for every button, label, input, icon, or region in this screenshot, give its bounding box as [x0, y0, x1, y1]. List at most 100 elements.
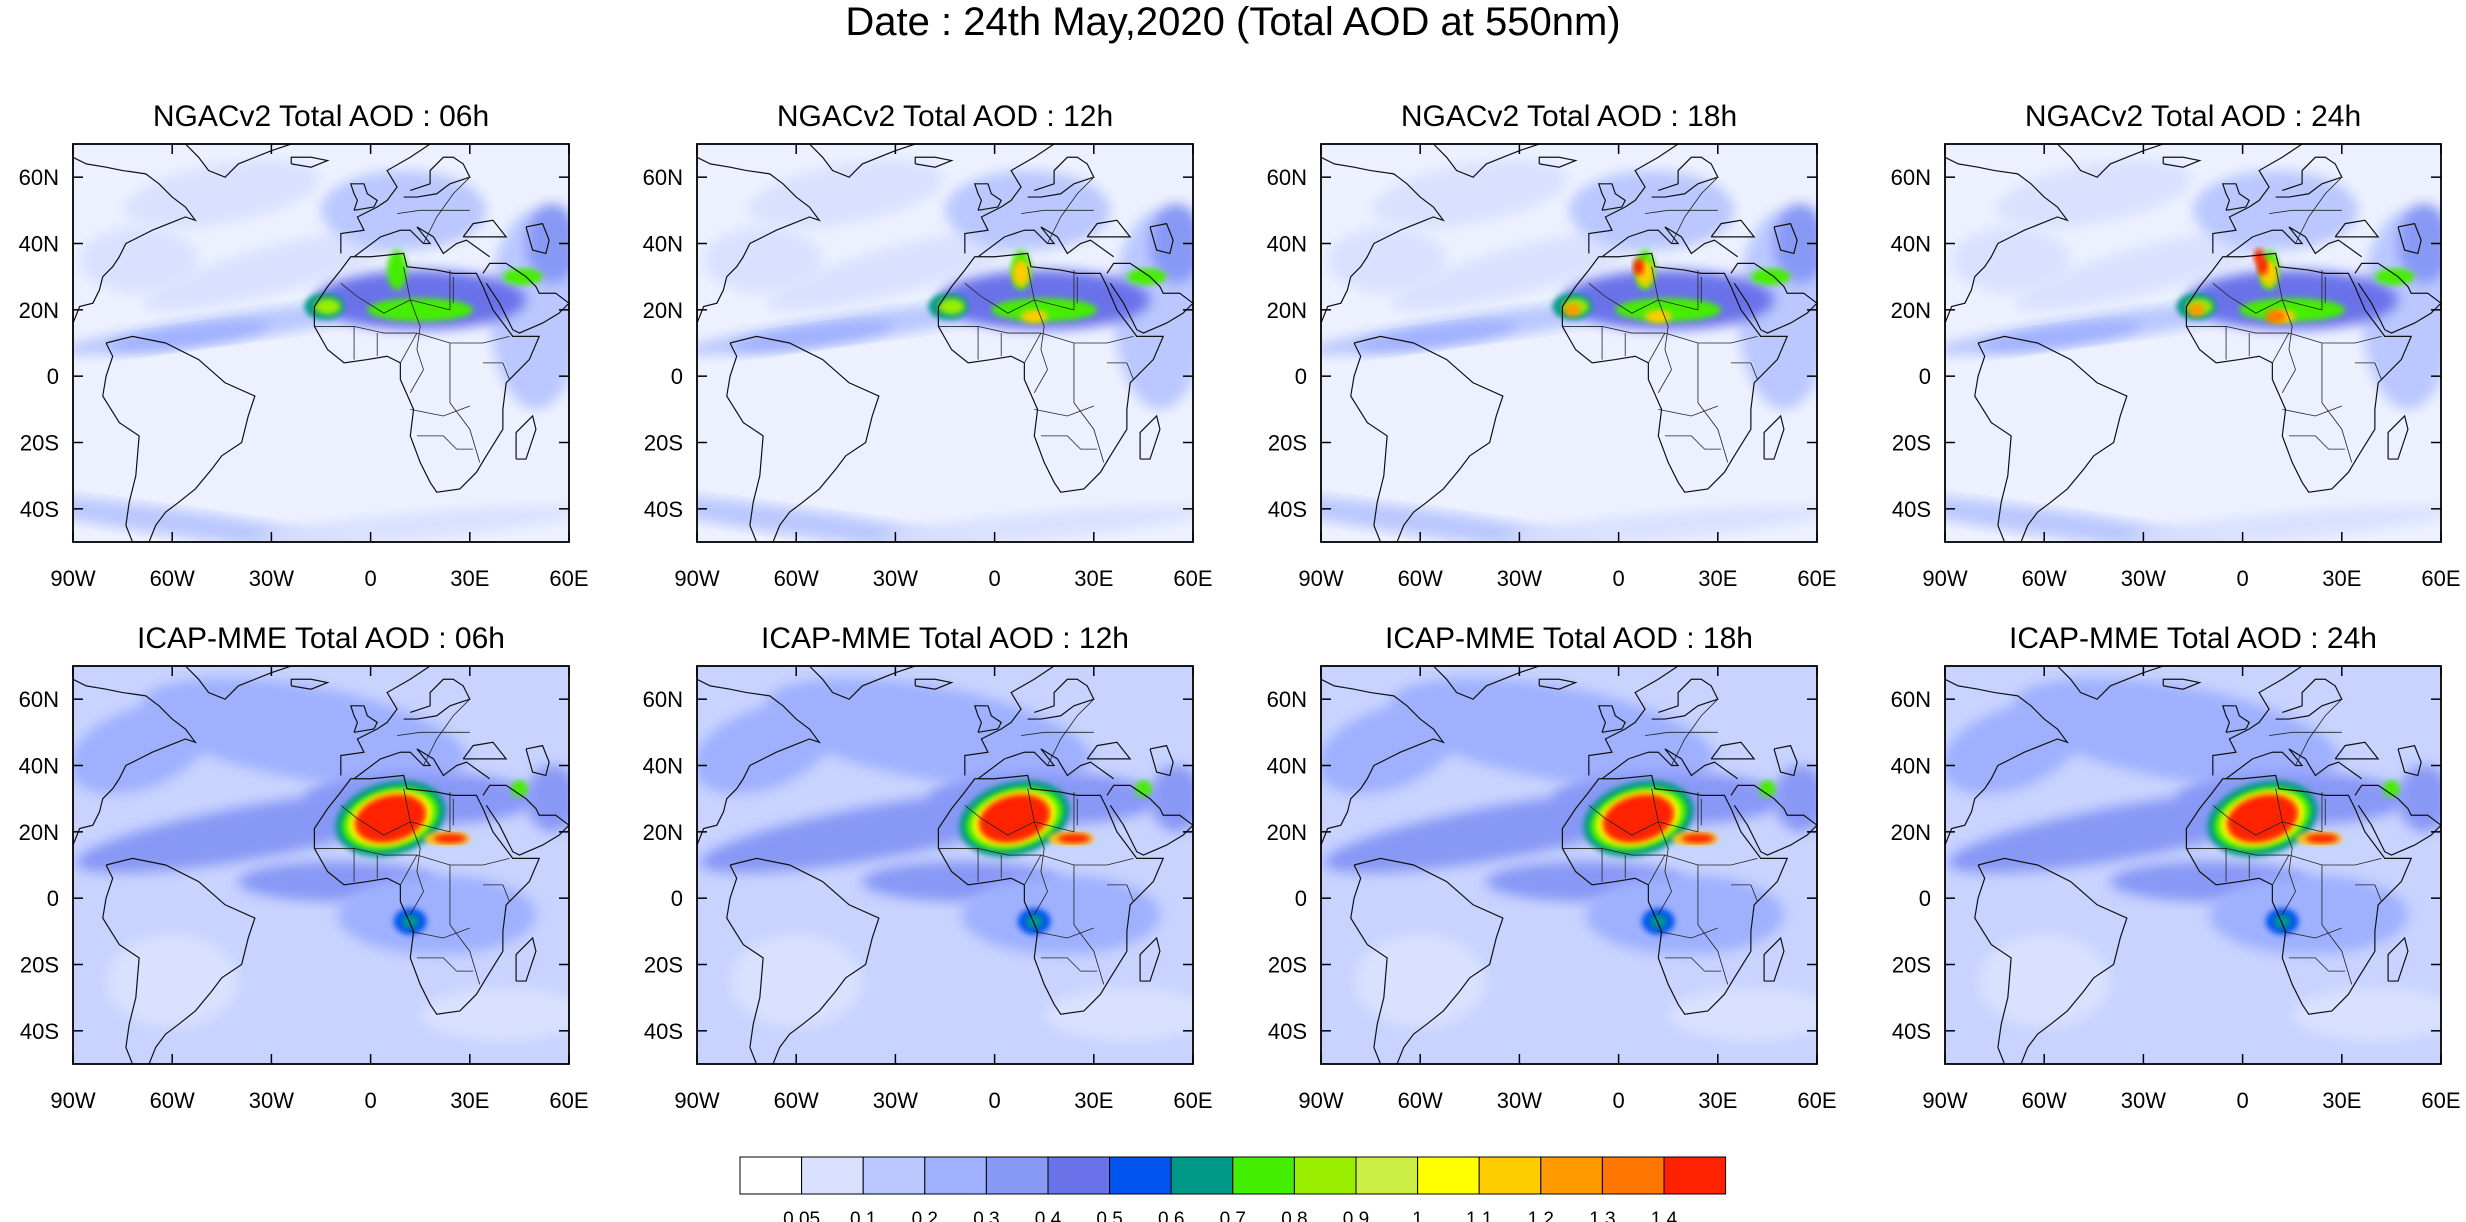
lon-tick-label: 0 — [988, 1088, 1000, 1113]
lat-tick-label: 60N — [1891, 165, 1931, 190]
panel-frame — [1320, 665, 1818, 1065]
lon-tick-label: 90W — [1922, 1088, 1967, 1113]
panel-frame — [1320, 143, 1818, 543]
lon-tick-label: 60E — [1797, 566, 1836, 591]
lon-tick-label: 30E — [450, 1088, 489, 1113]
lat-tick-label: 20S — [20, 953, 59, 978]
colorbar-label: 1.2 — [1528, 1209, 1554, 1222]
colorbar-swatch — [1663, 1156, 1727, 1195]
lon-tick-label: 0 — [988, 566, 1000, 591]
lat-tick-label: 20N — [1267, 298, 1307, 323]
lon-tick-label: 30E — [1074, 566, 1113, 591]
colorbar-swatch — [1047, 1156, 1111, 1195]
colorbar-label: 1.3 — [1589, 1209, 1615, 1222]
lon-tick-label: 0 — [364, 566, 376, 591]
colorbar-label: 1.1 — [1466, 1209, 1492, 1222]
lon-tick-label: 30E — [1698, 566, 1737, 591]
lat-tick-label: 60N — [1267, 165, 1307, 190]
colorbar-swatch — [924, 1156, 987, 1195]
lat-tick-label: 0 — [1919, 364, 1931, 389]
lon-tick-label: 0 — [1612, 1088, 1624, 1113]
panel-title: NGACv2 Total AOD : 12h — [777, 100, 1113, 133]
lat-tick-label: 60N — [643, 687, 683, 712]
panel-frame — [696, 143, 1194, 543]
lon-tick-label: 60W — [774, 566, 819, 591]
lon-tick-label: 0 — [364, 1088, 376, 1113]
lon-tick-label: 60E — [549, 1088, 588, 1113]
lat-tick-label: 40S — [20, 497, 59, 522]
lat-tick-label: 60N — [1267, 687, 1307, 712]
lat-tick-label: 40S — [1268, 497, 1307, 522]
colorbar-swatch — [862, 1156, 926, 1195]
lat-tick-label: 40S — [1892, 1019, 1931, 1044]
lon-tick-label: 30W — [249, 566, 294, 591]
lat-tick-label: 40N — [643, 754, 683, 779]
colorbar-label: 0.2 — [912, 1209, 938, 1222]
panel-title: ICAP-MME Total AOD : 12h — [761, 622, 1129, 655]
lat-tick-label: 0 — [47, 886, 59, 911]
colorbar-label: 0.7 — [1220, 1209, 1246, 1222]
panel-title: ICAP-MME Total AOD : 18h — [1385, 622, 1753, 655]
colorbar-swatch — [1355, 1156, 1419, 1195]
lat-tick-label: 20S — [1892, 431, 1931, 456]
lon-tick-label: 60W — [150, 1088, 195, 1113]
colorbar-swatch — [1232, 1156, 1295, 1195]
map-panel-6: ICAP-MME Total AOD : 12h 90W 60W 30W 0 30E 60E… — [643, 622, 1213, 1113]
lon-tick-label: 60W — [2022, 1088, 2067, 1113]
lat-tick-label: 40S — [1268, 1019, 1307, 1044]
lat-tick-label: 20N — [19, 298, 59, 323]
lat-tick-label: 40S — [644, 1019, 683, 1044]
lon-tick-label: 60E — [1173, 1088, 1212, 1113]
aod-field — [73, 144, 569, 542]
map-panel-8: ICAP-MME Total AOD : 24h 90W 60W 30W 0 30E 60E… — [1891, 622, 2461, 1113]
lat-tick-label: 0 — [1295, 364, 1307, 389]
lat-tick-label: 60N — [643, 165, 683, 190]
lat-tick-label: 0 — [1919, 886, 1931, 911]
lat-tick-label: 40N — [643, 232, 683, 257]
map-panel-5: ICAP-MME Total AOD : 06h 90W 60W 30W 0 30E 60E… — [19, 622, 589, 1113]
lat-tick-label: 20N — [19, 820, 59, 845]
colorbar-label: 0.4 — [1035, 1209, 1062, 1222]
panel-title: NGACv2 Total AOD : 24h — [2025, 100, 2361, 133]
map-panel-1: NGACv2 Total AOD : 06h 90W 60W 30W 0 30E 60E 60… — [19, 100, 589, 591]
lon-tick-label: 30W — [249, 1088, 294, 1113]
lat-tick-label: 20S — [644, 431, 683, 456]
colorbar-label: 0.1 — [850, 1209, 876, 1222]
lat-tick-label: 20S — [644, 953, 683, 978]
colorbar-swatch — [801, 1156, 864, 1195]
lat-tick-label: 20S — [1268, 431, 1307, 456]
panel-title: ICAP-MME Total AOD : 24h — [2009, 622, 2377, 655]
lon-tick-label: 60E — [549, 566, 588, 591]
panel-frame — [1944, 665, 2442, 1065]
colorbar-label: 0.3 — [973, 1209, 999, 1222]
lat-tick-label: 60N — [19, 165, 59, 190]
lat-tick-label: 40S — [1892, 497, 1931, 522]
aod-field — [697, 144, 1193, 542]
lon-tick-label: 30W — [1497, 1088, 1542, 1113]
figure-title: Date : 24th May,2020 (Total AOD at 550nm… — [845, 0, 1621, 44]
colorbar: 0.05 0.1 0.2 0.3 0.4 0.5 0.6 0.7 0.8 0.9 1 1.1 1.2 1.… — [739, 1156, 1727, 1222]
lon-tick-label: 60E — [1173, 566, 1212, 591]
map-panel-3: NGACv2 Total AOD : 18h 90W 60W 30W 0 30E 60E 60… — [1267, 100, 1837, 591]
lon-tick-label: 30W — [873, 1088, 918, 1113]
colorbar-swatch — [1417, 1156, 1480, 1195]
lon-tick-label: 60W — [2022, 566, 2067, 591]
lon-tick-label: 90W — [50, 1088, 95, 1113]
panel-frame — [72, 665, 570, 1065]
lon-tick-label: 90W — [674, 566, 719, 591]
lon-tick-label: 30E — [450, 566, 489, 591]
lat-tick-label: 20S — [20, 431, 59, 456]
lon-tick-label: 60E — [2421, 1088, 2460, 1113]
lon-tick-label: 90W — [674, 1088, 719, 1113]
colorbar-label: 0.6 — [1158, 1209, 1184, 1222]
lat-tick-label: 20N — [1267, 820, 1307, 845]
colorbar-swatch — [1540, 1156, 1603, 1195]
colorbar-label: 0.9 — [1343, 1209, 1369, 1222]
colorbar-swatch — [1170, 1156, 1234, 1195]
lon-tick-label: 60E — [1797, 1088, 1836, 1113]
lon-tick-label: 30W — [873, 566, 918, 591]
lat-tick-label: 40N — [19, 232, 59, 257]
lon-tick-label: 30E — [2322, 566, 2361, 591]
lon-tick-label: 30W — [2121, 1088, 2166, 1113]
